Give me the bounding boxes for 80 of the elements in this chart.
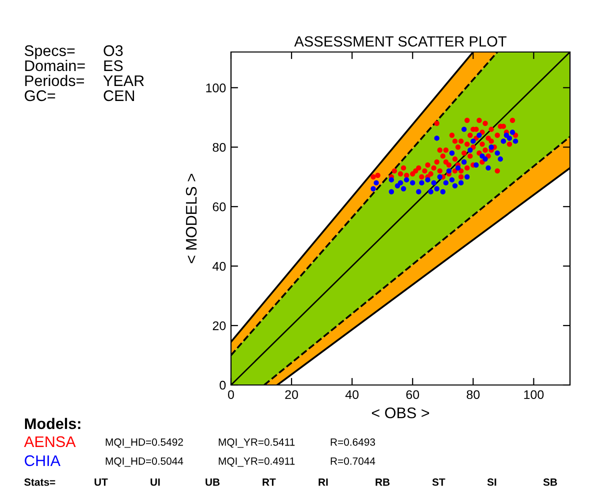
point bbox=[452, 183, 458, 188]
point bbox=[440, 189, 446, 194]
text: Models: bbox=[25, 418, 80, 430]
text: CEN bbox=[104, 90, 134, 102]
text: Periods= bbox=[25, 74, 84, 86]
y-tick-label: 80 bbox=[212, 142, 226, 152]
point bbox=[480, 153, 485, 159]
y-tick-label: 0 bbox=[220, 380, 226, 390]
point bbox=[404, 177, 410, 182]
text: RB bbox=[376, 478, 390, 486]
point bbox=[434, 136, 440, 141]
point bbox=[428, 189, 434, 194]
text: MQI_YR=0.5411 bbox=[218, 438, 295, 448]
text: AENSA bbox=[24, 436, 76, 448]
point bbox=[498, 156, 503, 162]
point bbox=[510, 130, 516, 135]
text: MQI_HD=0.5492 bbox=[106, 438, 183, 448]
x-tick-label: 40 bbox=[345, 390, 359, 400]
point bbox=[488, 144, 494, 150]
point bbox=[388, 177, 394, 182]
point bbox=[482, 156, 488, 162]
point bbox=[446, 168, 452, 174]
point bbox=[455, 165, 461, 171]
x-tick-label: 60 bbox=[406, 390, 420, 400]
x-axis-title: < OBS > bbox=[372, 407, 430, 418]
text: Specs= bbox=[24, 45, 75, 60]
point bbox=[425, 177, 430, 182]
text: MQI_YR=0.4911 bbox=[218, 457, 295, 467]
point bbox=[512, 138, 518, 144]
y-tick-label: 40 bbox=[212, 262, 226, 271]
x-tick-label: 100 bbox=[524, 390, 544, 400]
y-tick-label: 100 bbox=[206, 83, 226, 92]
chart-title: ASSESSMENT SCATTER PLOT bbox=[294, 36, 506, 47]
text: ES bbox=[104, 60, 123, 72]
x-tick-label: 0 bbox=[228, 390, 234, 400]
point bbox=[470, 138, 476, 144]
point bbox=[461, 126, 467, 132]
text: RI bbox=[318, 478, 328, 486]
text: ST bbox=[432, 478, 446, 486]
point bbox=[474, 162, 479, 168]
text: RT bbox=[262, 478, 276, 486]
point bbox=[416, 189, 422, 194]
text: R=0.6493 bbox=[330, 438, 376, 446]
text: O3 bbox=[104, 45, 123, 56]
point bbox=[370, 186, 376, 192]
point bbox=[468, 148, 473, 153]
text: CHIA bbox=[24, 455, 60, 466]
text: UI bbox=[150, 478, 160, 486]
x-tick-label: 80 bbox=[466, 390, 480, 400]
text: Stats= bbox=[24, 478, 56, 486]
point bbox=[449, 177, 455, 182]
point bbox=[388, 189, 394, 194]
text: SI bbox=[487, 478, 496, 486]
text: UB bbox=[206, 478, 220, 486]
y-tick-label: 20 bbox=[212, 321, 226, 330]
point bbox=[434, 186, 440, 192]
point bbox=[494, 150, 500, 156]
point bbox=[476, 132, 482, 138]
point bbox=[506, 136, 512, 141]
point bbox=[486, 165, 491, 171]
y-axis-title: < MODELS > bbox=[186, 174, 197, 264]
point bbox=[458, 180, 464, 186]
text: UT bbox=[94, 478, 108, 486]
point bbox=[443, 180, 448, 186]
point bbox=[419, 180, 424, 186]
point bbox=[398, 180, 404, 186]
text: YEAR bbox=[103, 75, 144, 86]
point bbox=[374, 180, 379, 186]
point bbox=[410, 180, 416, 186]
point bbox=[464, 174, 470, 180]
text: GC= bbox=[24, 90, 56, 102]
text: Domain= bbox=[25, 60, 85, 72]
text: SB bbox=[543, 478, 557, 486]
point bbox=[437, 174, 442, 180]
point bbox=[400, 186, 406, 192]
text: R=0.7044 bbox=[330, 457, 376, 465]
point bbox=[431, 180, 436, 186]
x-tick-label: 20 bbox=[285, 390, 298, 400]
text: MQI_HD=0.5044 bbox=[106, 457, 184, 467]
y-tick-label: 60 bbox=[212, 202, 226, 212]
